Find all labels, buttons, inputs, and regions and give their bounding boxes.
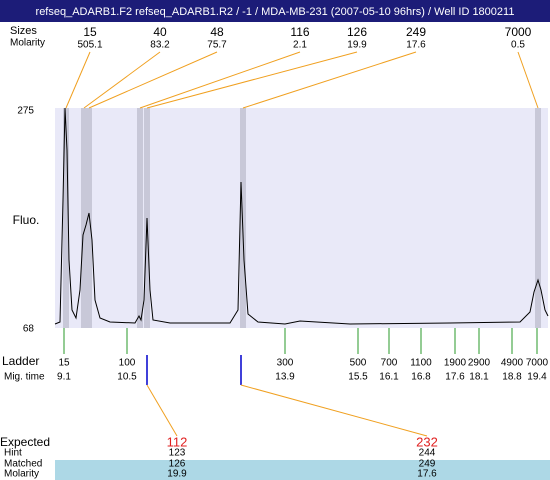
plot-area [55,108,548,328]
ladder-size: 300 [277,358,294,369]
ladder-size: 700 [381,358,398,369]
peak-molarity: 75.7 [207,40,227,51]
row-label: Molarity [4,469,39,480]
ladder-label: Ladder [2,354,39,368]
peak-connector [146,51,358,109]
ladder-time: 19.4 [527,372,547,383]
peak-band [240,108,246,328]
ladder-size: 1900 [444,358,467,369]
matched-bg [55,460,550,480]
peak-molarity: 2.1 [293,40,307,51]
ladder-size: 4900 [501,358,524,369]
peak-size: 116 [290,25,309,39]
peak-size: 48 [210,25,224,39]
ladder-time: 15.5 [348,372,368,383]
cell-expected: 112 [167,434,188,449]
ladder-time: 16.1 [379,372,399,383]
peak-size: 7000 [505,25,532,39]
peak-connector [139,51,301,109]
cell-molarity: 17.6 [417,469,437,480]
cell-matched: 249 [419,459,436,470]
peak-size: 15 [83,25,97,39]
peak-molarity: 0.5 [511,40,525,51]
peak-size: 249 [406,25,426,39]
ladder-size: 1100 [410,358,432,369]
cell-molarity: 19.9 [167,469,187,480]
peak-connector [517,51,539,109]
cell-hint: 244 [419,448,436,459]
ladder-size: 15 [58,358,70,369]
peak-size: 126 [347,25,367,39]
peak-molarity: 17.6 [406,40,426,51]
ladder-time: 13.9 [275,372,295,383]
size-header: Sizes [10,25,37,37]
ladder-size: 500 [350,358,367,369]
ladder-time: 18.8 [502,372,522,383]
ladder-time: 10.5 [117,372,137,383]
y-top: 275 [17,106,34,117]
cell-hint: 123 [169,448,186,459]
y-bottom: 68 [23,324,35,335]
molarity-header: Molarity [10,38,45,49]
cell-matched: 126 [169,459,186,470]
cell-expected: 232 [416,434,438,449]
trace [54,107,549,325]
ladder-size: 2900 [468,358,491,369]
peak-size: 40 [153,25,167,39]
peak-band [86,108,92,328]
peak-band [535,108,541,328]
y-label: Fluo. [13,213,40,227]
row-label: Hint [4,448,22,459]
ladder-size: 100 [119,358,136,369]
match-connector [240,384,428,437]
peak-band [63,108,69,328]
peak-band [137,108,143,328]
peak-connector [83,51,161,109]
ladder-time: 17.6 [445,372,465,383]
ladder-time: 18.1 [469,372,489,383]
peak-molarity: 19.9 [347,40,367,51]
row-label: Expected [0,435,50,449]
peak-molarity: 505.1 [77,40,102,51]
peak-band [81,108,87,328]
ladder-time: 16.8 [411,372,431,383]
ladder-time: 9.1 [57,372,71,383]
row-label: Matched [4,459,42,470]
ladder-size: 7000 [526,358,549,369]
time-label: Mig. time [4,372,45,383]
match-connector [146,384,178,437]
title: refseq_ADARB1.F2 refseq_ADARB1.R2 / -1 /… [36,6,515,18]
peak-connector [88,51,218,109]
peak-molarity: 83.2 [150,40,170,51]
peak-connector [65,51,91,109]
title-bar [0,0,550,22]
peak-connector [242,51,417,109]
